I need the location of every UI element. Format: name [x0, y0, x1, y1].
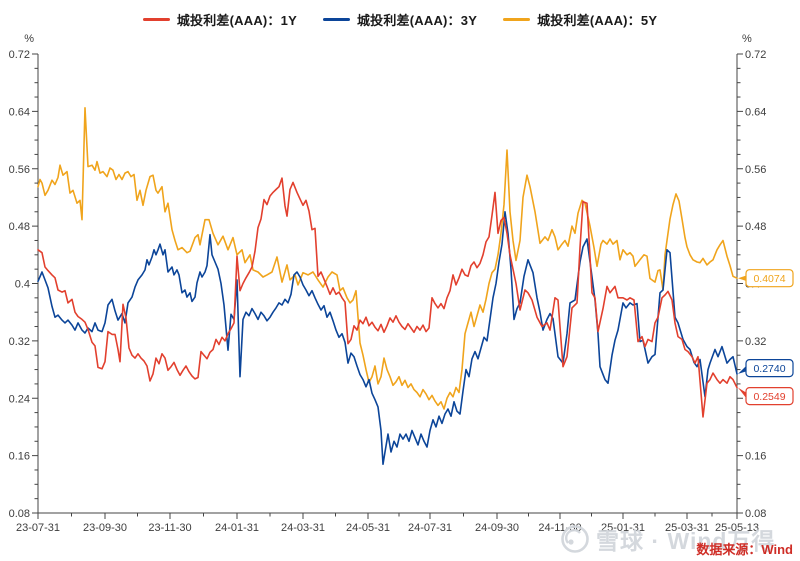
callout-box-1y	[745, 386, 794, 406]
legend-item-1y: 城投利差(AAA)：1Y	[142, 10, 297, 29]
svg-text:0.32: 0.32	[9, 336, 30, 348]
callout-box-5y	[745, 269, 794, 288]
data-source-note: 数据来源：Wind	[696, 542, 793, 557]
legend-item-5y: 城投利差(AAA)：5Y	[503, 10, 657, 29]
svg-text:0.48: 0.48	[9, 221, 30, 233]
series-line-1y	[37, 177, 738, 418]
svg-text:0.32: 0.32	[745, 336, 766, 348]
svg-text:0.64: 0.64	[745, 106, 766, 118]
svg-text:0.16: 0.16	[745, 451, 766, 463]
svg-text:0.72: 0.72	[9, 49, 30, 61]
svg-text:0.08: 0.08	[9, 508, 30, 520]
svg-text:0.08: 0.08	[745, 508, 766, 520]
svg-text:25-03-31: 25-03-31	[665, 522, 709, 534]
svg-text:0.4: 0.4	[15, 279, 30, 291]
legend-swatch-orange-icon	[503, 18, 531, 21]
legend-swatch-blue-icon	[322, 18, 350, 21]
svg-text:0.56: 0.56	[9, 164, 30, 176]
svg-text:0.4074: 0.4074	[753, 273, 785, 285]
svg-text:0.2549: 0.2549	[753, 391, 785, 403]
svg-text:0.48: 0.48	[745, 221, 766, 233]
legend-label-1y: 城投利差(AAA)：1Y	[176, 13, 297, 28]
end-value-callouts: 0.2549 0.2740 0.4074	[738, 269, 794, 406]
chart-legend: 城投利差(AAA)：1Y 城投利差(AAA)：3Y 城投利差(AAA)：5Y	[0, 10, 800, 29]
svg-text:23-07-31: 23-07-31	[16, 522, 60, 534]
svg-text:0.24: 0.24	[9, 393, 30, 405]
y-axis-unit-right: %	[742, 33, 752, 45]
svg-text:24-05-31: 24-05-31	[346, 522, 390, 534]
svg-text:25-01-31: 25-01-31	[601, 522, 645, 534]
legend-item-3y: 城投利差(AAA)：3Y	[322, 10, 478, 29]
legend-label-5y: 城投利差(AAA)：5Y	[537, 13, 658, 28]
svg-text:0.64: 0.64	[9, 106, 30, 118]
y-axis-unit-left: %	[24, 33, 34, 45]
series-line-5y	[37, 107, 738, 410]
svg-text:24-07-31: 24-07-31	[408, 522, 452, 534]
svg-text:23-09-30: 23-09-30	[83, 522, 127, 534]
svg-text:0.16: 0.16	[9, 451, 30, 463]
y-axis-ticks: 0.080.080.160.160.240.240.320.320.40.40.…	[9, 49, 767, 520]
svg-text:24-11-30: 24-11-30	[538, 522, 581, 534]
axes	[37, 54, 738, 514]
svg-text:23-11-30: 23-11-30	[148, 522, 191, 534]
svg-text:0.56: 0.56	[745, 164, 766, 176]
svg-text:0.72: 0.72	[745, 49, 766, 61]
legend-swatch-red-icon	[142, 18, 170, 21]
svg-text:24-09-30: 24-09-30	[475, 522, 519, 534]
svg-text:0.2740: 0.2740	[753, 363, 785, 375]
callout-box-3y	[745, 359, 794, 378]
svg-text:24-01-31: 24-01-31	[215, 522, 259, 534]
svg-text:25-05-13: 25-05-13	[715, 522, 759, 534]
x-axis-ticks: 23-07-31 23-09-30 23-11-30 24-01-31 24-03-31…	[16, 513, 759, 534]
legend-label-3y: 城投利差(AAA)：3Y	[356, 13, 478, 28]
series-line-3y	[37, 211, 738, 466]
svg-text:24-03-31: 24-03-31	[281, 522, 325, 534]
